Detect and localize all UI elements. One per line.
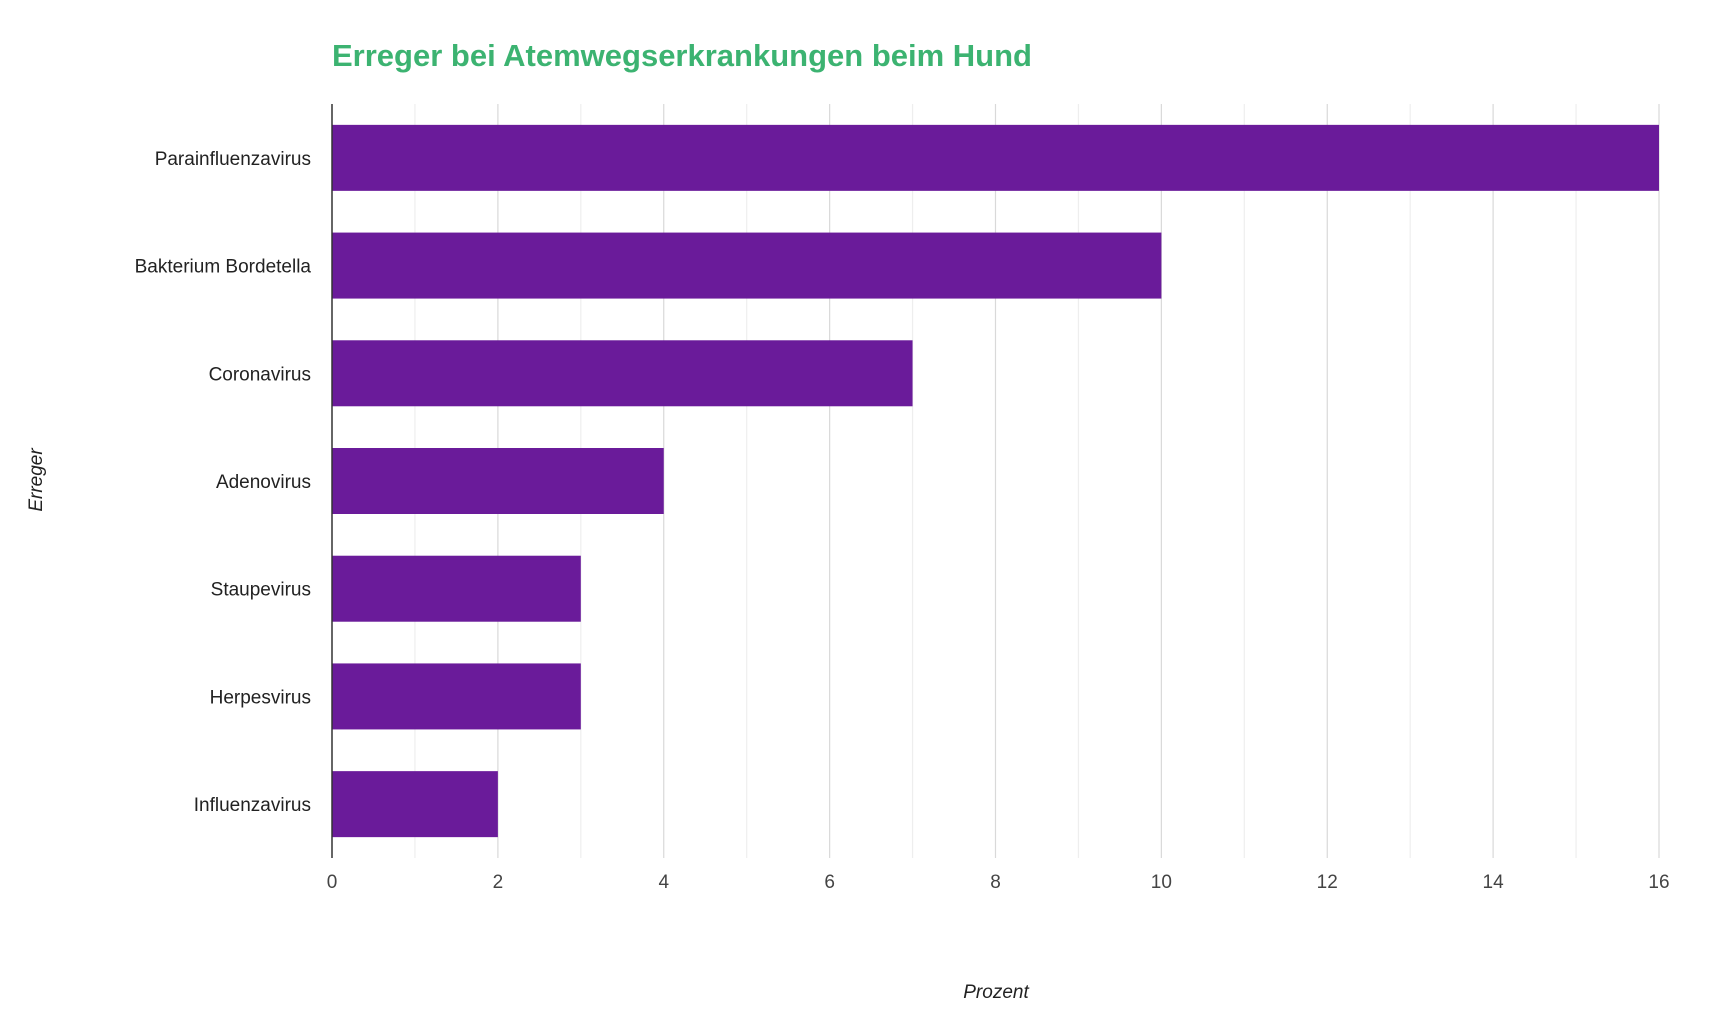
category-label: Parainfluenzavirus (155, 149, 311, 170)
bar-herpesvirus (332, 663, 581, 730)
y-axis-label: Erreger (26, 448, 47, 512)
x-tick-label: 10 (1151, 872, 1172, 893)
bar-adenovirus (332, 448, 664, 514)
category-label: Herpesvirus (210, 687, 311, 708)
category-label: Bakterium Bordetella (135, 257, 312, 278)
category-label: Adenovirus (216, 472, 311, 493)
x-tick-label: 16 (1648, 872, 1669, 893)
x-tick-label: 0 (327, 872, 338, 893)
bar-influenzavirus (332, 771, 498, 838)
bar-bakterium-bordetella (332, 232, 1162, 299)
x-tick-label: 8 (990, 872, 1001, 893)
category-label: Staupevirus (211, 580, 311, 601)
x-tick-label: 14 (1483, 872, 1505, 893)
x-tick-label: 6 (824, 872, 835, 893)
bar-parainfluenzavirus (332, 124, 1659, 191)
category-label: Influenzavirus (194, 795, 311, 816)
bar-staupevirus (332, 555, 581, 622)
bar-coronavirus (332, 340, 913, 407)
x-tick-label: 2 (493, 872, 504, 893)
category-label: Coronavirus (209, 364, 311, 385)
chart-title: Erreger bei Atemwegserkrankungen beim Hu… (332, 38, 1032, 73)
x-tick-label: 4 (658, 872, 669, 893)
x-tick-label: 12 (1317, 872, 1338, 893)
x-axis-label: Prozent (963, 982, 1029, 1003)
